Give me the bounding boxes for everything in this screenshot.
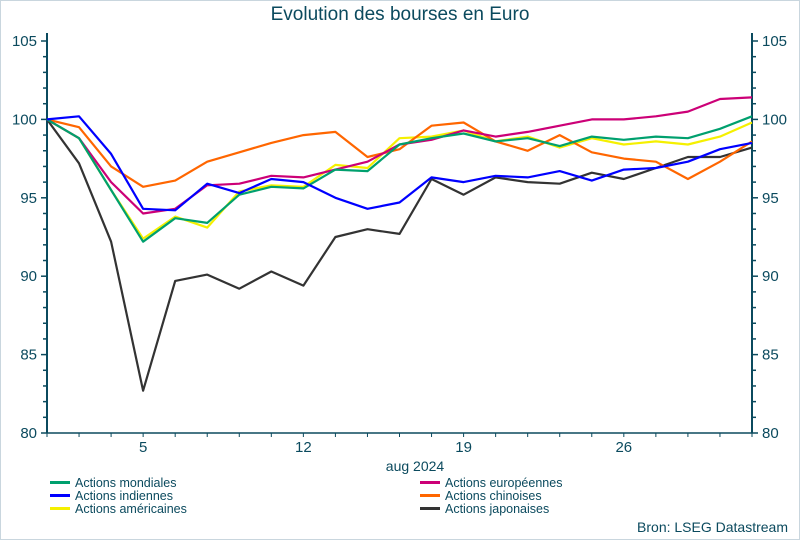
legend-item: Actions indiennes: [50, 488, 173, 503]
x-axis-label: aug 2024: [385, 458, 445, 474]
legend-item: Actions japonaises: [420, 501, 550, 516]
left-y-tick-label: 80: [20, 425, 37, 442]
right-y-tick-label: 105: [762, 33, 787, 50]
left-y-tick-label: 90: [20, 268, 37, 285]
left-y-tick-label: 105: [12, 33, 37, 50]
x-tick-label: 26: [615, 439, 632, 456]
legend-item: Actions américaines: [50, 501, 187, 516]
legend-item: Actions mondiales: [50, 475, 177, 490]
series-line-actions-europ-ennes: [46, 96, 753, 215]
legend-label: Actions européennes: [445, 475, 563, 490]
left-y-tick-label: 85: [20, 347, 37, 364]
legend-swatch: [50, 494, 70, 497]
legend-swatch: [50, 481, 70, 484]
source-note: Bron: LSEG Datastream: [637, 519, 788, 535]
right-y-tick-label: 80: [762, 425, 779, 442]
legend-item: Actions européennes: [420, 475, 563, 490]
legend-item: Actions chinoises: [420, 488, 542, 503]
series-line-actions-indiennes: [46, 115, 753, 212]
x-tick-label: 5: [139, 439, 147, 456]
legend-label: Actions japonaises: [445, 501, 550, 516]
series-line-actions-am-ricaines: [46, 118, 753, 240]
legend-swatch: [420, 494, 440, 497]
right-y-tick-label: 95: [762, 190, 779, 207]
series-line-actions-chinoises: [46, 118, 753, 188]
right-y-tick-label: 90: [762, 268, 779, 285]
x-tick-label: 12: [295, 439, 312, 456]
right-y-tick-label: 85: [762, 347, 779, 364]
x-tick-label: 19: [455, 439, 472, 456]
legend-label: Actions américaines: [75, 501, 187, 516]
legend-label: Actions mondiales: [75, 475, 177, 490]
right-y-tick-label: 100: [762, 111, 787, 128]
legend-label: Actions indiennes: [75, 488, 173, 503]
chart-title: Evolution des bourses en Euro: [270, 4, 530, 25]
series-line-actions-japonaises: [46, 118, 753, 392]
legend-label: Actions chinoises: [445, 488, 542, 503]
legend-swatch: [50, 507, 70, 510]
legend-swatch: [420, 481, 440, 484]
left-y-tick-label: 100: [12, 111, 37, 128]
legend-swatch: [420, 507, 440, 510]
series-line-actions-mondiales: [46, 115, 753, 243]
left-y-tick-label: 95: [20, 190, 37, 207]
